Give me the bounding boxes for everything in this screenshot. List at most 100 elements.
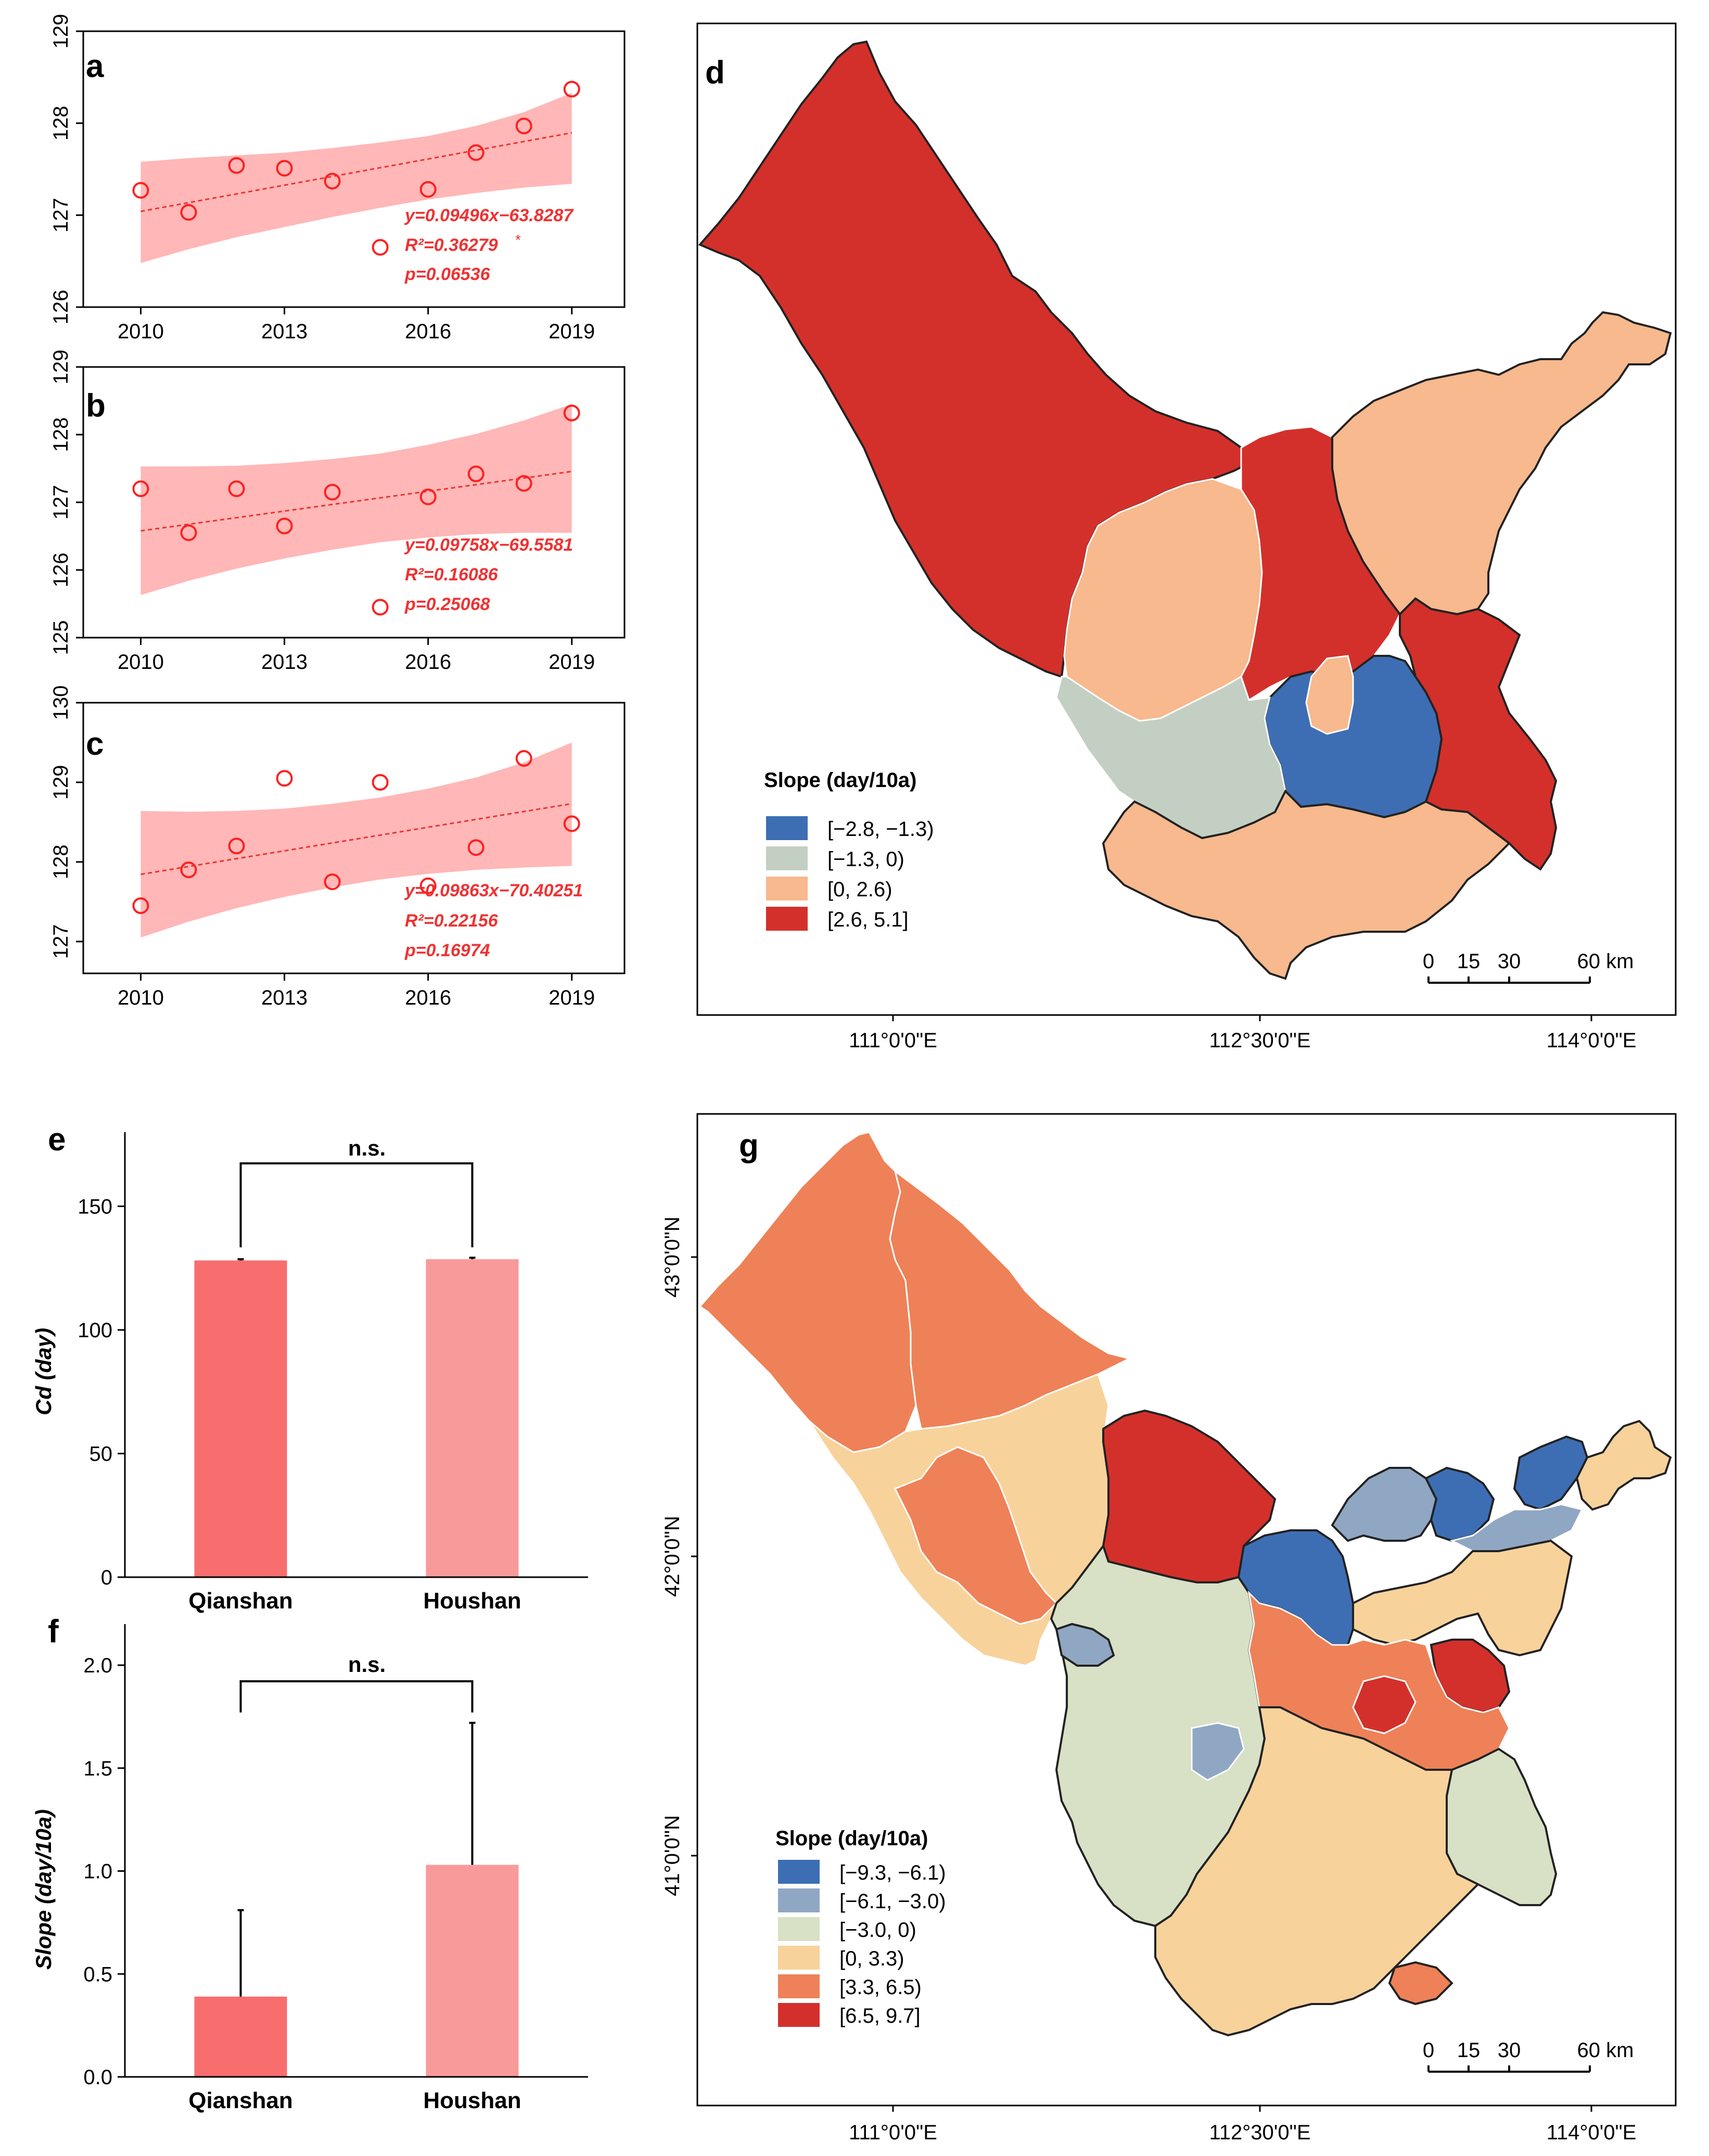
confidence-band-c xyxy=(141,742,572,938)
confidence-band-a xyxy=(141,93,572,263)
x-tick-label-b: 2010 xyxy=(118,651,164,674)
map-d-region-gray xyxy=(1055,675,1286,839)
x-tick-label-a: 2010 xyxy=(118,320,164,343)
panel-c: c y=0.09863x−70.40251 R²=0.22156 p=0.169… xyxy=(86,726,583,960)
map-g-region-south-orange xyxy=(1388,1961,1453,2006)
panel-e: e n.s. Cd (day) xyxy=(31,1122,386,1415)
plot-frame-a xyxy=(82,30,626,308)
map-g-region-north-steel xyxy=(1331,1467,1438,1542)
chart-b: 2010 2013 2016 2019 125 126 127 128 129 xyxy=(49,350,626,674)
map-g-scale-label-15: 15 xyxy=(1457,2039,1481,2062)
data-point-c xyxy=(467,839,484,856)
data-point-b xyxy=(419,488,437,505)
map-g-legend-swatch xyxy=(778,1860,820,1884)
y-tick-label-a: 127 xyxy=(49,198,72,233)
panel-e-ylabel: Cd (day) xyxy=(31,1328,56,1415)
chart-e: Qianshan Houshan 0 50 100 150 xyxy=(78,1132,588,1614)
y-tick-label-f: 0.0 xyxy=(83,2066,112,2089)
category-label-qianshan: Qianshan xyxy=(188,1588,293,1614)
data-point-c xyxy=(419,877,437,894)
x-tick-label-c: 2013 xyxy=(261,986,308,1009)
map-g-scale-label-60: 60 km xyxy=(1577,2039,1634,2062)
panel-a: a y=0.09496x−63.8287 R²=0.36279 * p=0.06… xyxy=(86,48,574,284)
confidence-band-b xyxy=(141,404,572,595)
category-label-houshan: Houshan xyxy=(423,2088,521,2113)
panel-b-p: p=0.25068 xyxy=(404,594,490,614)
y-tick-label-c: 127 xyxy=(49,924,72,959)
map-g-region-north-blue-east xyxy=(1424,1466,1495,1542)
map-g-legend-swatch xyxy=(778,1917,820,1941)
map-d-scale-label-15: 15 xyxy=(1457,950,1481,973)
chart-c: 2010 2013 2016 2019 127 128 129 130 xyxy=(49,686,626,1009)
map-g-lon-tick-114: 114°0'0"E xyxy=(1547,2121,1637,2144)
map-g-legend: [−9.3, −6.1) [−6.1, −3.0) [−3.0, 0) [0, 3.3… xyxy=(778,1860,946,2027)
fit-line-a xyxy=(141,132,572,212)
data-point-b xyxy=(180,524,197,541)
data-point-a xyxy=(372,239,389,256)
panel-b-r2: R²=0.16086 xyxy=(405,565,499,585)
panel-b: b y=0.09758x−69.5581 R²=0.16086 p=0.2506… xyxy=(86,388,573,614)
panel-f-ylabel: Slope (day/10a) xyxy=(31,1809,56,1970)
data-point-b xyxy=(515,475,532,492)
map-d-legend-swatch xyxy=(766,846,808,870)
data-point-b xyxy=(324,484,341,501)
panel-a-label: a xyxy=(86,48,104,84)
chart-a: 2010 2013 2016 2019 126 127 128 129 xyxy=(49,14,626,343)
data-point-b xyxy=(132,480,149,497)
y-tick-label-e: 50 xyxy=(90,1443,113,1466)
data-point-b xyxy=(372,599,389,616)
chart-plots: 2010 2013 2016 2019 126 127 128 129 2010 2013 2016… xyxy=(49,14,626,2113)
map-d-scale-label-30: 30 xyxy=(1498,950,1521,973)
map-g-region-northeast-blue xyxy=(1513,1435,1589,1511)
map-g-legend-label: [−9.3, −6.1) xyxy=(839,1861,946,1884)
y-tick-label-b: 125 xyxy=(49,620,72,655)
y-tick-label-e: 100 xyxy=(78,1319,112,1342)
data-point-c xyxy=(324,873,341,891)
map-d-legend-swatch xyxy=(766,816,808,840)
y-tick-label-a: 128 xyxy=(49,106,72,141)
data-point-a xyxy=(324,172,341,189)
panel-e-significance: n.s. xyxy=(348,1136,386,1160)
y-tick-label-c: 130 xyxy=(49,686,72,720)
category-label-houshan: Houshan xyxy=(423,1588,521,1614)
map-d-legend-swatch xyxy=(766,907,808,931)
panel-a-r2-mark: * xyxy=(515,232,521,248)
x-tick-label-a: 2019 xyxy=(549,320,595,343)
data-point-c xyxy=(372,773,389,791)
map-g-region-east-light xyxy=(1352,1539,1573,1657)
map-g-lon-tick-112-5: 112°30'0"E xyxy=(1209,2121,1310,2144)
map-d-legend-label: [−2.8, −1.3) xyxy=(827,818,934,841)
panel-c-p: p=0.16974 xyxy=(404,941,490,960)
y-tick-label-f: 1.5 xyxy=(83,1757,112,1780)
x-tick-label-b: 2016 xyxy=(405,651,451,674)
y-tick-label-b: 126 xyxy=(49,553,72,588)
significance-bracket-f xyxy=(239,1680,474,1713)
data-point-b xyxy=(228,480,245,497)
bar-qianshan xyxy=(194,1996,287,2077)
map-g-lat-tick-43: 43°0'0"N xyxy=(661,1216,684,1298)
map-g-legend-label: [−3.0, 0) xyxy=(839,1919,916,1942)
map-g-scale-label-30: 30 xyxy=(1498,2039,1521,2062)
bar-qianshan xyxy=(194,1260,287,1577)
y-tick-label-a: 126 xyxy=(49,290,72,325)
y-tick-label-c: 128 xyxy=(49,845,72,880)
data-point-b xyxy=(467,465,484,483)
map-g-lat-tick-42: 42°0'0"N xyxy=(661,1516,684,1597)
map-g-lon-tick-111: 111°0'0"E xyxy=(849,2121,937,2144)
y-tick-label-f: 0.5 xyxy=(83,1963,112,1986)
map-d-legend-label: [−1.3, 0) xyxy=(827,848,904,871)
bar-houshan xyxy=(426,1259,519,1577)
y-tick-label-e: 0 xyxy=(101,1566,112,1589)
panel-a-equation: y=0.09496x−63.8287 xyxy=(404,206,574,225)
panel-c-label: c xyxy=(86,726,104,762)
map-g-legend-label: [−6.1, −3.0) xyxy=(839,1890,946,1913)
panel-d: d Slope (day/10a) [−2.8, −1.3)[−1.3, 0)[… xyxy=(696,22,1677,1052)
panel-f: f n.s. Slope (day/10a) xyxy=(31,1614,386,1970)
map-g-scale-label-0: 0 xyxy=(1423,2039,1434,2062)
y-tick-label-f: 2.0 xyxy=(83,1654,112,1677)
panel-f-significance: n.s. xyxy=(348,1652,386,1677)
map-g-lat-tick-41: 41°0'0"N xyxy=(661,1815,684,1896)
x-tick-label-c: 2010 xyxy=(118,986,164,1009)
map-d-frame xyxy=(696,22,1677,1016)
x-tick-label-a: 2013 xyxy=(261,320,308,343)
